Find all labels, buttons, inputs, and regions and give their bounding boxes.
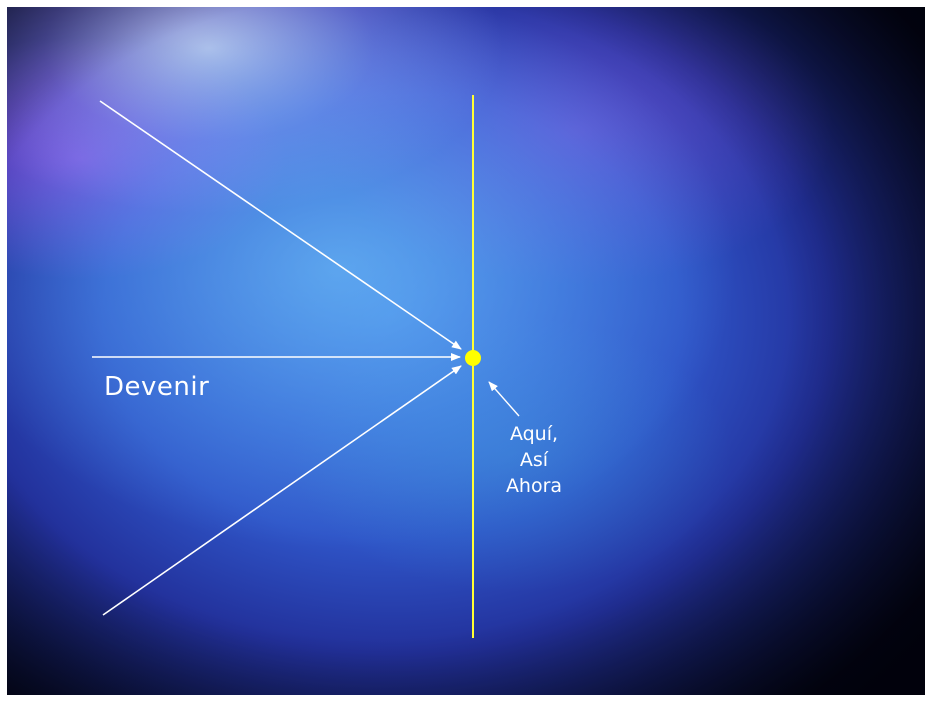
- here-now-label: Aquí, Así Ahora: [499, 421, 569, 499]
- here-now-label-line-1: Aquí,: [509, 423, 559, 445]
- devenir-label: Devenir: [104, 372, 210, 402]
- arrow-from-bottom-left: [102, 365, 462, 616]
- arrow-to-point-from-label: [488, 381, 520, 417]
- arrow-from-top-left: [99, 100, 462, 350]
- convergence-diagram: [92, 95, 520, 638]
- here-now-label-line-3: Ahora: [505, 475, 563, 497]
- here-now-label-line-2: Así: [519, 449, 549, 471]
- present-point: [465, 350, 481, 366]
- slide-background: Devenir Aquí, Así Ahora: [7, 7, 925, 695]
